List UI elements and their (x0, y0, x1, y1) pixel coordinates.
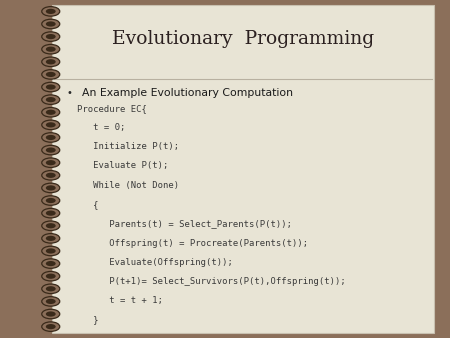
Ellipse shape (46, 223, 56, 228)
Ellipse shape (46, 72, 56, 77)
Ellipse shape (42, 284, 60, 293)
Ellipse shape (46, 21, 56, 27)
Ellipse shape (42, 171, 60, 180)
Ellipse shape (42, 234, 60, 243)
Ellipse shape (42, 246, 60, 256)
Ellipse shape (42, 120, 60, 129)
Text: Evaluate P(t);: Evaluate P(t); (77, 162, 168, 170)
Ellipse shape (42, 133, 60, 142)
Ellipse shape (46, 135, 56, 140)
Ellipse shape (42, 271, 60, 281)
Ellipse shape (46, 34, 56, 39)
Ellipse shape (42, 70, 60, 79)
Ellipse shape (42, 145, 60, 155)
Ellipse shape (46, 286, 56, 291)
Ellipse shape (42, 45, 60, 54)
Ellipse shape (46, 236, 56, 241)
Ellipse shape (46, 9, 56, 14)
Text: t = t + 1;: t = t + 1; (77, 296, 163, 305)
Ellipse shape (46, 311, 56, 317)
Text: Evolutionary  Programming: Evolutionary Programming (112, 30, 374, 48)
Text: }: } (77, 316, 98, 324)
Ellipse shape (42, 158, 60, 167)
Ellipse shape (42, 95, 60, 104)
Ellipse shape (46, 122, 56, 127)
Ellipse shape (42, 196, 60, 205)
Text: Offspring(t) = Procreate(Parents(t));: Offspring(t) = Procreate(Parents(t)); (77, 239, 308, 247)
Text: Parents(t) = Select_Parents(P(t));: Parents(t) = Select_Parents(P(t)); (77, 219, 292, 228)
Text: Evaluate(Offspring(t));: Evaluate(Offspring(t)); (77, 258, 233, 267)
Ellipse shape (46, 173, 56, 178)
Text: An Example Evolutionary Computation: An Example Evolutionary Computation (82, 88, 293, 98)
Ellipse shape (42, 221, 60, 231)
Ellipse shape (42, 309, 60, 319)
Text: t = 0;: t = 0; (77, 123, 125, 132)
Text: {: { (77, 200, 98, 209)
Ellipse shape (46, 185, 56, 191)
Ellipse shape (46, 147, 56, 153)
Ellipse shape (42, 107, 60, 117)
Ellipse shape (42, 57, 60, 67)
Ellipse shape (46, 299, 56, 304)
Ellipse shape (42, 322, 60, 331)
Text: While (Not Done): While (Not Done) (77, 181, 179, 190)
Ellipse shape (46, 261, 56, 266)
Ellipse shape (42, 19, 60, 29)
Ellipse shape (46, 110, 56, 115)
Text: •: • (67, 88, 73, 98)
Ellipse shape (42, 32, 60, 41)
Text: P(t+1)= Select_Survivors(P(t),Offspring(t));: P(t+1)= Select_Survivors(P(t),Offspring(… (77, 277, 346, 286)
Ellipse shape (46, 211, 56, 216)
Ellipse shape (46, 59, 56, 65)
Ellipse shape (46, 198, 56, 203)
Ellipse shape (42, 297, 60, 306)
Ellipse shape (42, 82, 60, 92)
Text: Procedure EC{: Procedure EC{ (77, 104, 147, 113)
Ellipse shape (42, 259, 60, 268)
FancyBboxPatch shape (52, 5, 434, 333)
Ellipse shape (42, 7, 60, 16)
Ellipse shape (46, 47, 56, 52)
Ellipse shape (46, 160, 56, 165)
Ellipse shape (42, 183, 60, 193)
Ellipse shape (46, 84, 56, 90)
Ellipse shape (46, 324, 56, 329)
Ellipse shape (46, 97, 56, 102)
Ellipse shape (42, 209, 60, 218)
Ellipse shape (46, 273, 56, 279)
Text: Initialize P(t);: Initialize P(t); (77, 142, 179, 151)
Ellipse shape (46, 248, 56, 254)
